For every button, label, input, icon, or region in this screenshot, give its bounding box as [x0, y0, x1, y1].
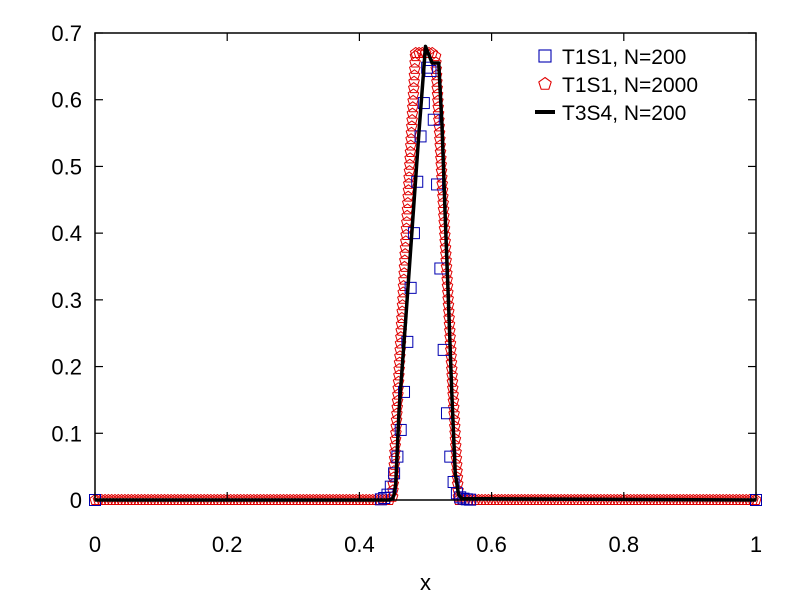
series-t1s1-n2000-point — [391, 407, 403, 419]
x-tick-label: 0.6 — [476, 532, 507, 557]
series-t1s1-n2000-point — [388, 465, 400, 477]
y-tick-label: 0.4 — [51, 221, 82, 246]
series-t1s1-n2000-point — [407, 94, 419, 106]
series-t1s1-n2000-point — [403, 165, 416, 177]
series-t1s1-n2000-point — [408, 62, 421, 74]
series-t1s1-n2000-point — [408, 75, 420, 87]
series-t1s1-n2000-point — [389, 433, 402, 445]
series-t1s1-n200-point — [394, 423, 407, 436]
series-t1s1-n2000-point — [388, 452, 401, 464]
series-t1s1-n2000-point — [387, 471, 400, 483]
series-t1s1-n2000-point — [406, 107, 419, 119]
series-t1s1-n2000-point — [386, 490, 399, 502]
y-tick-label: 0.3 — [51, 288, 82, 313]
series-t1s1-n200 — [89, 61, 762, 506]
series-t1s1-n2000-point — [436, 171, 448, 183]
series-t1s1-n200-point — [398, 385, 411, 398]
series-t1s1-n2000-point — [402, 190, 414, 202]
legend-item: T1S1, N=200 — [538, 46, 686, 69]
x-tick-label: 0.8 — [609, 532, 640, 557]
series-t1s1-n2000-point — [435, 158, 448, 170]
series-t1s1-n2000-point — [407, 88, 420, 100]
series-t1s1-n2000-point — [390, 426, 402, 438]
series-layer — [89, 44, 762, 506]
x-tick-label: 0 — [89, 532, 101, 557]
series-t1s1-n2000-point — [408, 69, 421, 81]
series-t1s1-n2000-point — [389, 445, 401, 458]
series-t1s1-n2000-point — [434, 145, 447, 157]
series-t1s1-n2000-point — [406, 101, 419, 113]
series-t1s1-n2000-point — [429, 50, 442, 62]
series-t1s1-n2000-point — [436, 184, 449, 196]
series-t1s1-n2000-point — [434, 133, 446, 145]
y-tick-label: 0 — [70, 488, 82, 513]
y-tick-label: 0.7 — [51, 21, 82, 46]
series-t1s1-n2000-point — [407, 82, 420, 94]
series-t1s1-n200-point — [417, 97, 430, 110]
series-t1s1-n2000-point — [389, 439, 402, 451]
series-t1s1-n2000-point — [405, 120, 418, 132]
legend-item: T1S1, N=2000 — [538, 74, 698, 97]
y-tick-label: 0.5 — [51, 154, 82, 179]
x-tick-label: 1 — [750, 532, 762, 557]
series-t1s1-n2000-point — [403, 171, 415, 183]
legend-label: T1S1, N=2000 — [562, 74, 698, 97]
series-t1s1-n2000-point — [402, 184, 415, 196]
series-t1s1-n2000-point — [392, 388, 404, 400]
x-axis-label: x — [420, 570, 431, 595]
series-t1s1-n2000-point — [409, 56, 421, 68]
series-t1s1-n2000-point — [391, 394, 404, 406]
series-t1s1-n200-point — [401, 335, 414, 348]
series-t1s1-n2000-point — [435, 165, 448, 177]
series-t1s1-n200-point — [427, 113, 440, 126]
series-t1s1-n200-point — [404, 281, 417, 294]
series-t1s1-n200-point — [421, 61, 434, 74]
series-t1s1-n2000-point — [404, 145, 417, 157]
legend-label: T1S1, N=200 — [562, 46, 686, 69]
series-t1s1-n2000-point — [435, 152, 447, 164]
series-t1s1-n200-point — [388, 467, 401, 480]
series-t1s1-n2000-point — [434, 139, 447, 151]
legend-swatch — [538, 76, 552, 90]
ticks-layer: 0 0.2 0.4 0.6 0.8 1 0 0.1 0.2 0.3 0.4 0.5 0.6 0.7 — [51, 21, 762, 557]
series-t1s1-n2000-point — [402, 196, 414, 209]
y-tick-label: 0.1 — [51, 421, 82, 446]
series-t1s1-n2000-point — [401, 203, 414, 215]
y-tick-label: 0.2 — [51, 355, 82, 380]
y-tick-label: 0.6 — [51, 88, 82, 113]
series-t1s1-n2000-point — [404, 139, 417, 151]
legend-item: T3S4, N=200 — [535, 102, 686, 125]
series-t3s4-n200-line — [95, 44, 757, 502]
x-tick-label: 0.2 — [212, 532, 243, 557]
series-t1s1-n2000-point — [437, 190, 449, 202]
legend-label: T3S4, N=200 — [562, 102, 686, 125]
plot-frame — [94, 32, 757, 501]
series-t1s1-n2000-point — [404, 152, 416, 164]
series-t1s1-n2000-point — [403, 158, 416, 170]
series-t1s1-n2000-point — [750, 493, 762, 505]
x-tick-label: 0.4 — [344, 532, 375, 557]
series-t1s1-n2000-point — [402, 177, 415, 189]
legend-swatch — [538, 49, 552, 63]
series-t1s1-n2000-point — [406, 113, 418, 126]
legend: T1S1, N=200 T1S1, N=2000 T3S4, N=200 — [535, 46, 698, 125]
